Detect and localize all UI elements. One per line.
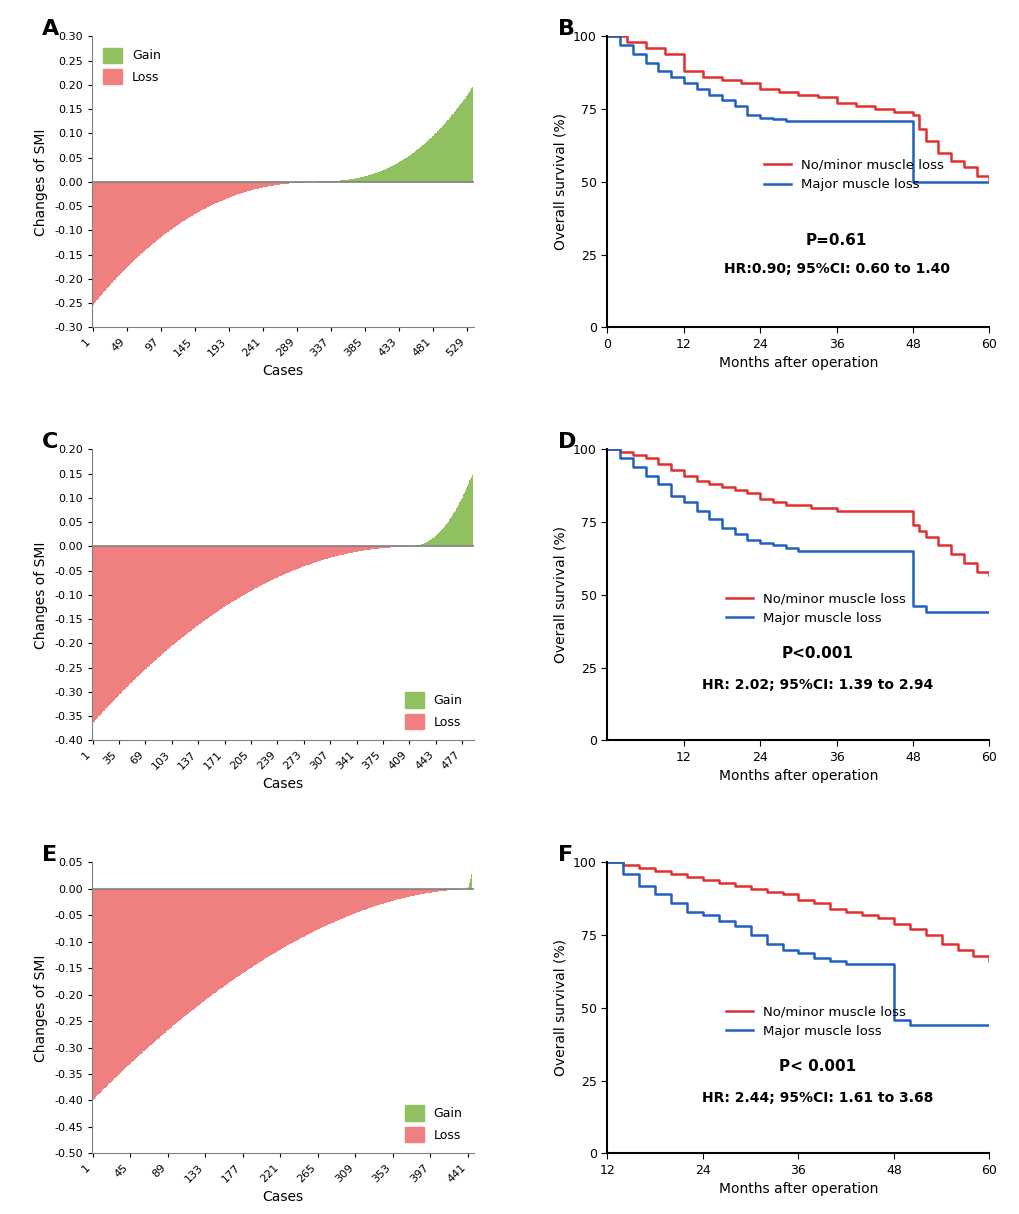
X-axis label: Months after operation: Months after operation [718,356,877,370]
Legend: No/minor muscle loss, Major muscle loss: No/minor muscle loss, Major muscle loss [720,1000,910,1043]
X-axis label: Months after operation: Months after operation [718,770,877,783]
Legend: Gain, Loss: Gain, Loss [98,42,165,90]
Text: F: F [557,845,573,866]
Y-axis label: Overall survival (%): Overall survival (%) [553,940,567,1077]
X-axis label: Cases: Cases [262,777,303,792]
Y-axis label: Overall survival (%): Overall survival (%) [553,113,567,250]
Text: HR: 2.44; 95%CI: 1.61 to 3.68: HR: 2.44; 95%CI: 1.61 to 3.68 [701,1091,932,1105]
Text: P<0.001: P<0.001 [781,646,853,660]
Text: E: E [42,845,57,866]
X-axis label: Cases: Cases [262,364,303,378]
Legend: Gain, Loss: Gain, Loss [399,687,467,734]
Legend: No/minor muscle loss, Major muscle loss: No/minor muscle loss, Major muscle loss [758,153,949,197]
Legend: No/minor muscle loss, Major muscle loss: No/minor muscle loss, Major muscle loss [720,586,910,630]
X-axis label: Cases: Cases [262,1190,303,1204]
Y-axis label: Overall survival (%): Overall survival (%) [553,527,567,663]
Text: D: D [557,432,576,452]
Text: HR:0.90; 95%CI: 0.60 to 1.40: HR:0.90; 95%CI: 0.60 to 1.40 [722,262,949,276]
Y-axis label: Changes of SMI: Changes of SMI [35,954,49,1061]
Text: P=0.61: P=0.61 [805,233,866,248]
Text: P< 0.001: P< 0.001 [779,1059,855,1073]
Text: C: C [42,432,58,452]
X-axis label: Months after operation: Months after operation [718,1182,877,1196]
Text: A: A [42,19,59,39]
Y-axis label: Changes of SMI: Changes of SMI [35,129,49,236]
Legend: Gain, Loss: Gain, Loss [399,1100,467,1147]
Text: B: B [557,19,575,39]
Y-axis label: Changes of SMI: Changes of SMI [35,541,49,648]
Text: HR: 2.02; 95%CI: 1.39 to 2.94: HR: 2.02; 95%CI: 1.39 to 2.94 [701,679,932,692]
